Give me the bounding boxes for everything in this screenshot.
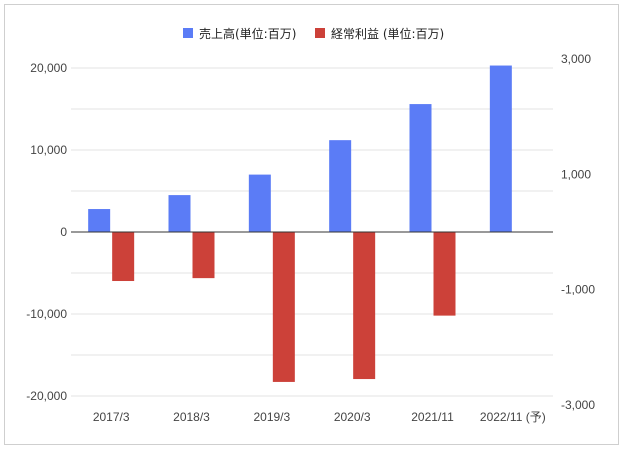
legend-swatch-ordinary-profit bbox=[315, 28, 325, 38]
sales-bar bbox=[489, 65, 512, 232]
bars bbox=[88, 65, 512, 382]
y-right-tick-label: -1,000 bbox=[561, 283, 595, 297]
bar-chart: 20,000 10,000 0 -10,000 -20,000 3,000 1,… bbox=[26, 26, 595, 424]
x-tick-label: 2020/3 bbox=[334, 410, 371, 424]
legend: 売上高(単位:百万) 経常利益 (単位:百万) bbox=[183, 26, 444, 41]
x-tick-label: 2017/3 bbox=[93, 410, 130, 424]
ordinary-profit-bar bbox=[112, 232, 135, 282]
y-left-tick-label: 20,000 bbox=[30, 61, 67, 75]
legend-swatch-sales bbox=[183, 28, 193, 38]
x-tick-label: 2022/11 (予) bbox=[480, 410, 546, 424]
y-left-tick-label: -10,000 bbox=[26, 307, 67, 321]
sales-bar bbox=[168, 195, 191, 232]
y-right-tick-label: 1,000 bbox=[561, 167, 591, 181]
legend-label-ordinary-profit: 経常利益 (単位:百万) bbox=[331, 26, 444, 41]
ordinary-profit-bar bbox=[192, 232, 215, 279]
y-left-tick-label: -20,000 bbox=[26, 389, 67, 403]
y-right-tick-label: 3,000 bbox=[561, 52, 591, 66]
sales-bar bbox=[329, 140, 352, 232]
sales-bar bbox=[409, 104, 432, 232]
y-left-tick-label: 10,000 bbox=[30, 143, 67, 157]
x-tick-label: 2019/3 bbox=[253, 410, 290, 424]
ordinary-profit-bar bbox=[353, 232, 376, 380]
gridlines bbox=[71, 67, 553, 397]
ordinary-profit-bar bbox=[272, 232, 295, 382]
sales-bar bbox=[248, 174, 271, 232]
y-right-tick-label: -3,000 bbox=[561, 398, 595, 412]
y-left-tick-label: 0 bbox=[60, 225, 67, 239]
chart-frame: 20,000 10,000 0 -10,000 -20,000 3,000 1,… bbox=[4, 4, 619, 445]
x-tick-label: 2021/11 bbox=[411, 410, 454, 424]
x-tick-label: 2018/3 bbox=[173, 410, 210, 424]
ordinary-profit-bar bbox=[433, 232, 456, 316]
sales-bar bbox=[88, 209, 111, 232]
legend-label-sales: 売上高(単位:百万) bbox=[199, 26, 296, 41]
